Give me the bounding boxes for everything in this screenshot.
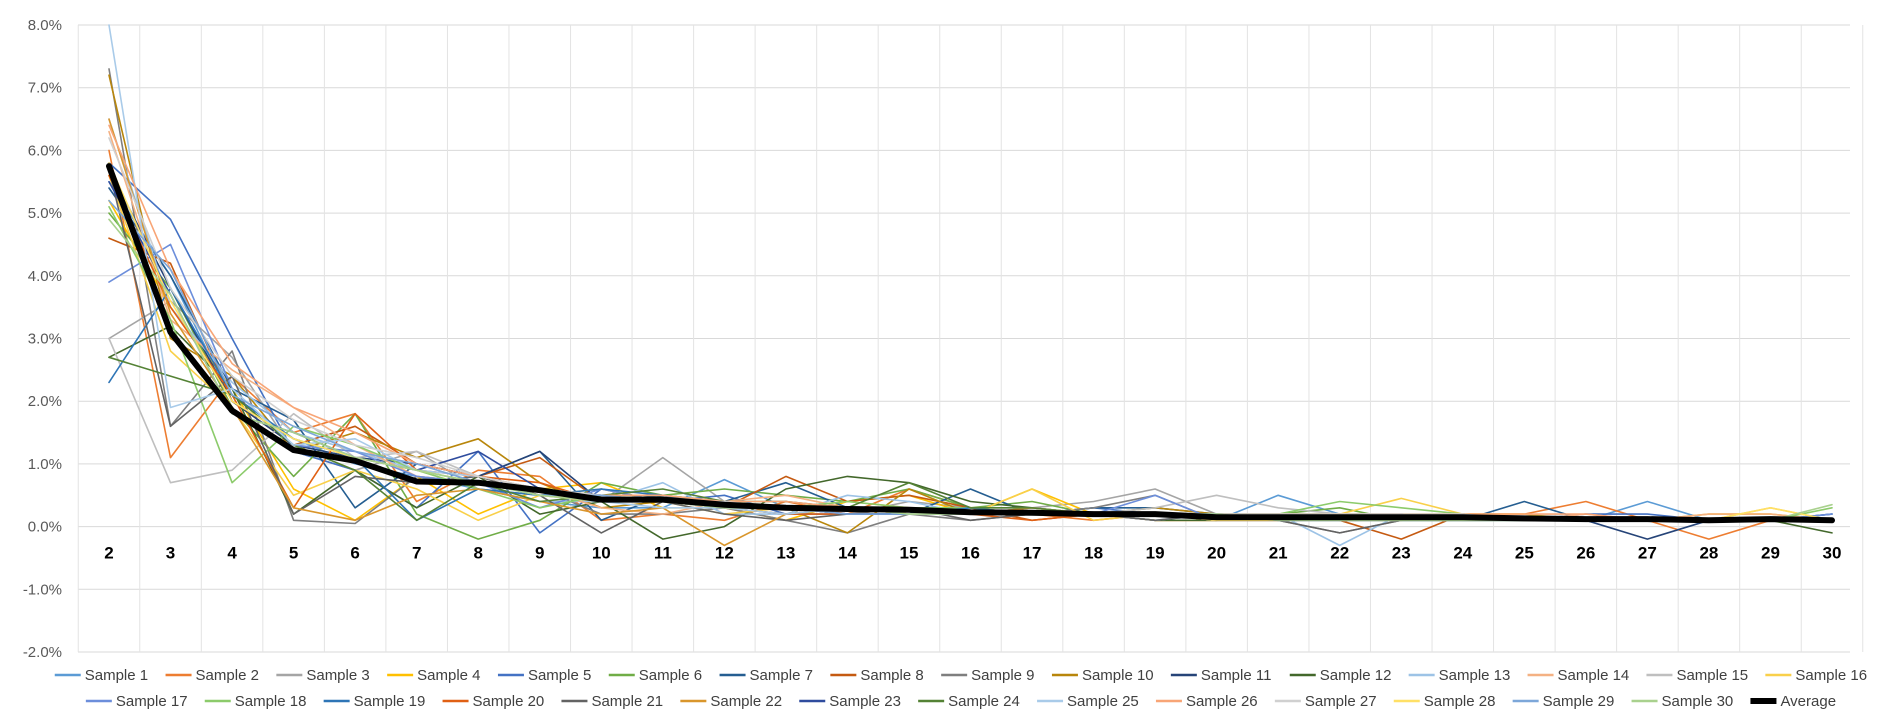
legend-label: Sample 30	[1662, 693, 1734, 710]
y-tick-label: 8.0%	[28, 17, 62, 34]
y-tick-label: -2.0%	[23, 644, 62, 661]
legend-label: Average	[1780, 693, 1836, 710]
series-line-sample-7	[108, 187, 1833, 522]
legend-label: Sample 7	[750, 667, 813, 684]
x-tick-label: 11	[654, 544, 672, 563]
y-tick-label: 1.0%	[28, 456, 62, 473]
x-tick-label: 7	[412, 544, 421, 563]
x-tick-label: 5	[289, 544, 298, 563]
legend-label: Sample 1	[85, 667, 148, 684]
legend-label: Sample 27	[1305, 693, 1377, 710]
x-tick-label: 17	[1023, 544, 1042, 563]
legend-label: Sample 4	[417, 667, 480, 684]
y-tick-label: 6.0%	[28, 142, 62, 159]
x-tick-label: 19	[1146, 544, 1165, 563]
x-tick-label: 25	[1515, 544, 1534, 563]
legend-label: Sample 18	[235, 693, 307, 710]
x-tick-label: 30	[1823, 544, 1842, 563]
x-tick-label: 18	[1084, 544, 1103, 563]
legend-label: Sample 22	[710, 693, 782, 710]
y-tick-label: 7.0%	[28, 80, 62, 97]
x-tick-label: 8	[473, 544, 482, 563]
y-tick-label: 2.0%	[28, 393, 62, 410]
legend-label: Sample 9	[971, 667, 1034, 684]
x-tick-label: 23	[1392, 544, 1411, 563]
legend-label: Sample 17	[116, 693, 188, 710]
x-tick-label: 20	[1207, 544, 1226, 563]
series-lines	[106, 24, 1835, 547]
legend-label: Sample 21	[591, 693, 663, 710]
x-axis-tick-labels: 2 3 4 5 6 7 8 9 10 11 12 13 14 15 16 17 18 19 20 21 22 23 24 25…	[104, 544, 1841, 563]
x-tick-label: 13	[776, 544, 795, 563]
x-tick-label: 28	[1699, 544, 1718, 563]
legend-label: Sample 2	[196, 667, 259, 684]
x-tick-label: 12	[715, 544, 734, 563]
x-tick-label: 10	[592, 544, 611, 563]
legend-label: Sample 3	[306, 667, 369, 684]
legend-label: Sample 13	[1439, 667, 1511, 684]
legend-label: Sample 14	[1558, 667, 1630, 684]
x-tick-label: 6	[350, 544, 359, 563]
x-tick-label: 26	[1576, 544, 1595, 563]
legend-label: Sample 23	[829, 693, 901, 710]
y-tick-label: -1.0%	[23, 581, 62, 598]
legend-label: Sample 16	[1795, 667, 1867, 684]
x-tick-label: 16	[961, 544, 980, 563]
legend-label: Sample 15	[1676, 667, 1748, 684]
y-axis-tick-labels: -2.0% -1.0% 0.0% 1.0% 2.0% 3.0% 4.0% 5.0% 6.0% 7.…	[23, 17, 62, 661]
legend-label: Sample 19	[354, 693, 426, 710]
series-line-average	[106, 163, 1835, 524]
x-tick-label: 3	[166, 544, 175, 563]
legend-label: Sample 29	[1543, 693, 1615, 710]
legend-label: Sample 6	[639, 667, 702, 684]
legend-label: Sample 28	[1424, 693, 1496, 710]
y-tick-label: 3.0%	[28, 331, 62, 348]
legend: Sample 1 Sample 2 Sample 3 Sample 4 Sample 5…	[54, 667, 1867, 710]
legend-label: Sample 5	[528, 667, 591, 684]
legend-label: Sample 8	[860, 667, 923, 684]
x-tick-label: 14	[838, 544, 857, 563]
x-tick-label: 2	[104, 544, 113, 563]
x-tick-label: 21	[1269, 544, 1288, 563]
x-tick-label: 29	[1761, 544, 1780, 563]
y-tick-label: 4.0%	[28, 268, 62, 285]
x-tick-label: 4	[227, 544, 237, 563]
legend-label: Sample 11	[1201, 667, 1272, 684]
x-tick-label: 15	[900, 544, 919, 563]
x-tick-label: 24	[1453, 544, 1472, 563]
y-tick-label: 0.0%	[28, 519, 62, 536]
legend-label: Sample 10	[1082, 667, 1154, 684]
legend-label: Sample 20	[473, 693, 545, 710]
legend-label: Sample 12	[1320, 667, 1392, 684]
legend-label: Sample 24	[948, 693, 1020, 710]
legend-label: Sample 25	[1067, 693, 1139, 710]
y-tick-label: 5.0%	[28, 205, 62, 222]
gridlines	[77, 24, 1864, 653]
x-tick-label: 9	[535, 544, 544, 563]
x-tick-label: 27	[1638, 544, 1657, 563]
legend-label: Sample 26	[1186, 693, 1258, 710]
x-tick-label: 22	[1330, 544, 1349, 563]
